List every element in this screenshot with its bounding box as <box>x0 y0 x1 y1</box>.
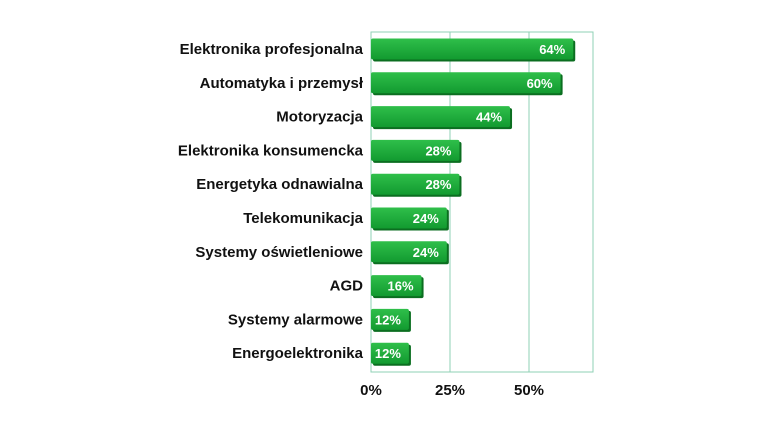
data-label: 12% <box>375 312 401 327</box>
bar <box>371 106 511 128</box>
data-label: 60% <box>527 76 553 91</box>
category-label: Elektronika konsumencka <box>178 142 364 159</box>
data-label: 44% <box>476 110 502 125</box>
category-label: Telekomunikacja <box>243 210 363 227</box>
category-label: Energoelektronika <box>232 345 364 362</box>
category-label: Energetyka odnawialna <box>196 176 363 193</box>
bar <box>371 139 460 161</box>
data-label: 64% <box>539 42 565 57</box>
data-label: 16% <box>388 279 414 294</box>
x-tick-label: 50% <box>514 382 544 399</box>
data-label: 12% <box>375 346 401 361</box>
category-label: Systemy alarmowe <box>228 311 363 328</box>
bar <box>371 308 409 330</box>
x-tick-label: 25% <box>435 382 465 399</box>
category-label: Elektronika profesjonalna <box>180 41 364 58</box>
bar <box>371 275 422 297</box>
bar <box>371 38 574 60</box>
x-tick-label: 0% <box>360 382 382 399</box>
bar-layer: 64% 60% 44% 28% 28% 24% 24% 16% 12% 12% <box>371 38 576 366</box>
plot-frame <box>370 31 594 373</box>
data-label: 28% <box>425 143 451 158</box>
category-label: AGD <box>330 278 364 295</box>
category-label: Automatyka i przemysł <box>200 75 364 92</box>
bar <box>371 241 447 263</box>
bar <box>371 342 409 364</box>
category-label: Systemy oświetleniowe <box>195 244 363 261</box>
data-label: 28% <box>425 177 451 192</box>
category-label-layer: Elektronika profesjonalna Automatyka i pr… <box>178 41 364 362</box>
category-label: Motoryzacja <box>276 109 363 126</box>
data-label: 24% <box>413 211 439 226</box>
x-tick-layer: 0% 25% 50% <box>360 382 544 399</box>
bar <box>371 173 460 195</box>
data-label: 24% <box>413 245 439 260</box>
bar <box>371 207 447 229</box>
bar <box>371 72 561 94</box>
